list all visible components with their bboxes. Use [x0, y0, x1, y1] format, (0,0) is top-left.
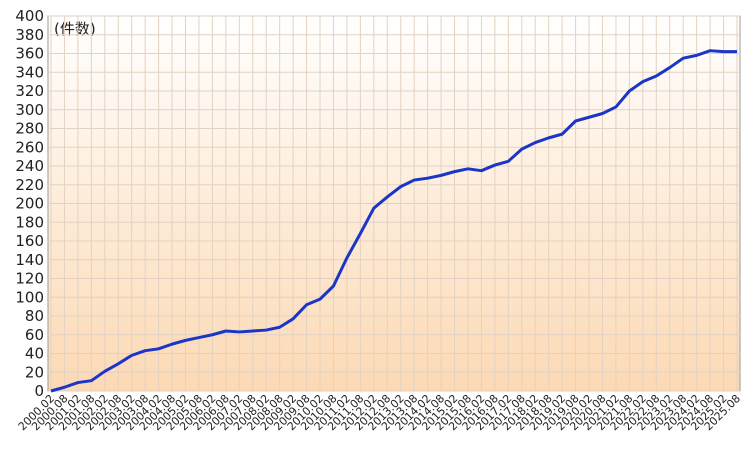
y-tick-label: 160	[15, 232, 44, 250]
y-tick-label: 40	[25, 345, 44, 363]
y-tick-label: 260	[15, 138, 44, 156]
y-tick-label: 320	[15, 82, 44, 100]
y-tick-label: 60	[25, 326, 44, 344]
y-tick-label: 280	[15, 120, 44, 138]
y-tick-label: 400	[15, 7, 44, 25]
y-tick-label: 200	[15, 195, 44, 213]
y-tick-label: 340	[15, 63, 44, 81]
y-tick-label: 220	[15, 176, 44, 194]
y-tick-label: 140	[15, 251, 44, 269]
y-tick-label: 300	[15, 101, 44, 119]
y-tick-label: 240	[15, 157, 44, 175]
y-tick-label: 100	[15, 288, 44, 306]
line	[50, 49, 737, 393]
y-tick-label: 180	[15, 213, 44, 231]
y-tick-label: 20	[25, 363, 44, 381]
y-tick-label: 380	[15, 26, 44, 44]
y-tick-label: 120	[15, 270, 44, 288]
y-tick-label: 0	[34, 382, 44, 400]
annotation: (件数)	[54, 20, 96, 38]
y-tick-label: 360	[15, 45, 44, 63]
y-tick-label: 80	[25, 307, 44, 325]
